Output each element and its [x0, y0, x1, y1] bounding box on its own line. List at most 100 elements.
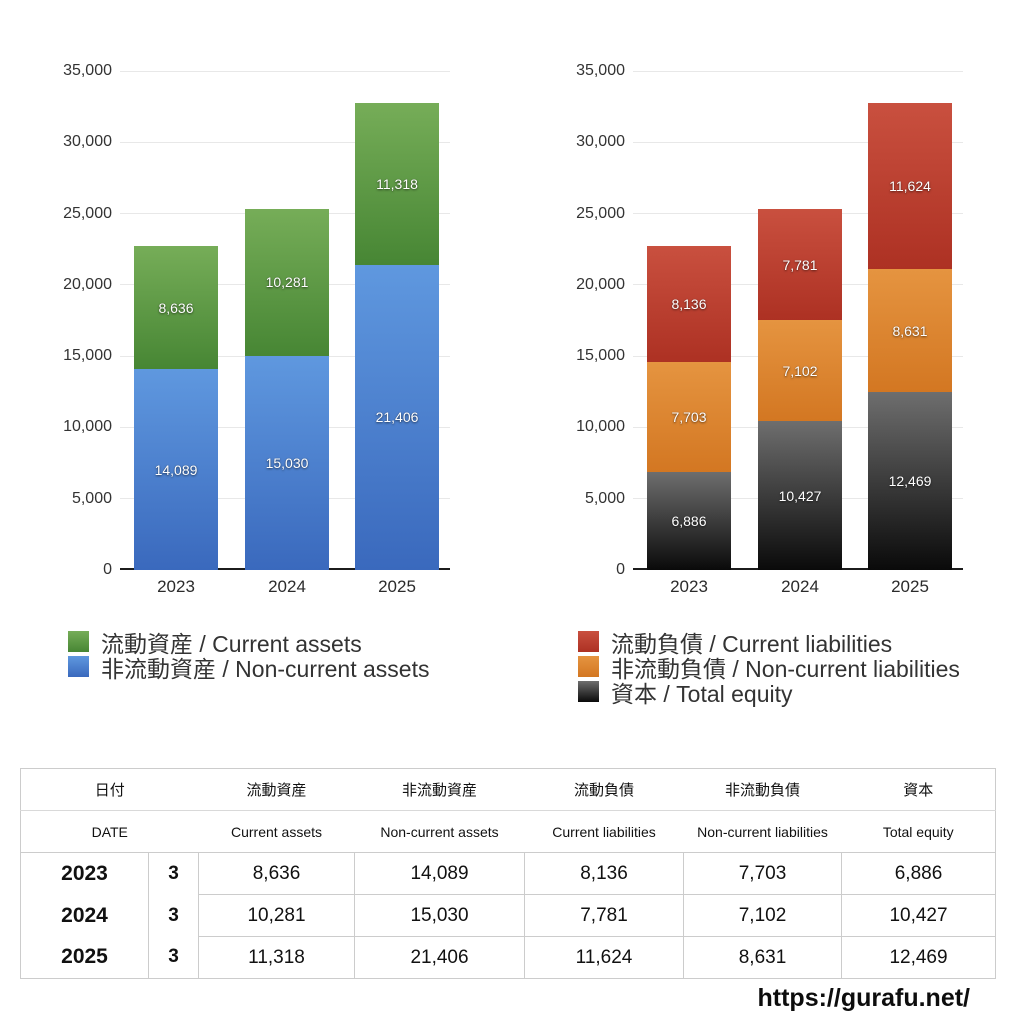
table-cell-value: 21,406 [354, 936, 525, 979]
table-row: 2025 3 11,318 21,406 11,624 8,631 12,469 [21, 936, 996, 979]
plot-area: 14,089 8,636 2023 15,030 10,281 2024 21,406 11,… [120, 70, 450, 596]
bar-segment: 11,624 [868, 103, 952, 270]
y-axis-tick-label: 35,000 [576, 62, 625, 79]
x-axis-label: 2024 [268, 577, 306, 596]
table-header-cell-jp: 流動負債 [524, 768, 684, 811]
table-header-cell-jp: 非流動負債 [683, 768, 842, 811]
table-body: 2023 3 8,636 14,089 8,136 7,703 6,886 2024 3 10,2… [21, 852, 996, 979]
legend-swatch [68, 656, 89, 677]
bar-segment: 6,886 [647, 471, 731, 570]
table-cell-value: 8,136 [524, 852, 684, 895]
y-axis-tick-label: 25,000 [576, 204, 625, 222]
bar-segment: 7,102 [758, 320, 842, 422]
bar-value-label: 11,318 [376, 176, 418, 193]
bar-segment: 8,631 [868, 269, 952, 393]
table-cell-value: 7,703 [683, 852, 842, 895]
table-cell-year: 2023 [61, 861, 108, 885]
table-cell-value: 10,427 [841, 894, 996, 937]
table-header-cell-en: Total equity [841, 810, 996, 853]
y-axis-tick-label: 5,000 [584, 489, 625, 507]
bar-segment: 14,089 [134, 369, 218, 570]
x-axis-label: 2023 [157, 577, 195, 596]
y-axis-tick-label: 15,000 [576, 347, 625, 365]
legend-label: 非流動負債 / Non-current liabilities [611, 655, 960, 682]
bar-segment: 10,281 [245, 209, 329, 356]
table-cell-month: 3 [147, 936, 200, 979]
table-header-cell-en: Current assets [198, 810, 355, 853]
legend-item: 非流動負債 / Non-current liabilities [578, 654, 960, 682]
legend-assets: 流動資産 / Current assets 非流動資産 / Non-current… [68, 629, 429, 682]
bar-segment: 21,406 [355, 264, 439, 570]
table-cell-value: 14,089 [354, 852, 525, 895]
legend-label: 流動資産 / Current assets [101, 630, 362, 657]
bar-value-label: 7,703 [671, 408, 707, 425]
y-axis-tick-label: 30,000 [63, 133, 112, 151]
y-axis: 35,000 30,000 25,000 20,000 15,000 10,000 5,00… [530, 62, 625, 578]
y-axis-tick-label: 15,000 [63, 347, 112, 365]
legend-swatch [578, 631, 599, 652]
table-header-cell-jp: 日付 [20, 768, 199, 811]
y-axis-tick-label: 5,000 [71, 489, 112, 507]
table-header-cell-jp: 資本 [841, 768, 996, 811]
bar-segment: 11,318 [355, 103, 439, 265]
plot-area: 6,886 7,703 8,136 2023 10,427 7,102 7,781 2024 1… [633, 70, 963, 596]
x-axis-label: 2025 [378, 577, 416, 596]
table-header-cell-en: Non-current assets [354, 810, 525, 853]
bar-segment: 12,469 [868, 392, 952, 570]
y-axis-tick-label: 20,000 [576, 275, 625, 293]
bar-value-label: 15,030 [265, 454, 309, 471]
table-cell-value: 7,102 [683, 894, 842, 937]
table-head: 日付 流動資産 非流動資産 流動負債 非流動負債 資本 DATE Current assets… [20, 768, 996, 853]
table-row: 2024 3 10,281 15,030 7,781 7,102 10,427 [21, 894, 996, 937]
table-cell-value: 11,624 [524, 936, 684, 979]
y-axis-tick-label: 10,000 [63, 418, 112, 436]
gridline [120, 70, 450, 72]
bar-value-label: 21,406 [375, 409, 419, 426]
bar-value-label: 7,781 [782, 256, 818, 273]
legend-swatch [578, 681, 599, 702]
table-cell-year: 2025 [61, 945, 108, 969]
table-cell-month: 3 [147, 852, 200, 895]
bar-value-label: 6,886 [671, 512, 707, 529]
y-axis-tick-label: 30,000 [576, 133, 625, 151]
y-axis-tick-label: 25,000 [63, 204, 112, 222]
site-url: https://gurafu.net/ [757, 984, 970, 1012]
x-axis-label: 2023 [670, 577, 708, 596]
gridline [633, 70, 963, 72]
table-header-cell-en: Non-current liabilities [683, 810, 842, 853]
legend-label: 資本 / Total equity [611, 680, 793, 707]
table-row: 2023 3 8,636 14,089 8,136 7,703 6,886 [21, 852, 996, 895]
table-header-row-en: DATE Current assets Non-current assets Curr… [20, 810, 996, 853]
table-header-cell-en: Current liabilities [524, 810, 684, 853]
legend-label: 非流動資産 / Non-current assets [101, 655, 430, 682]
table-cell-value: 8,631 [683, 936, 842, 979]
bar-value-label: 7,102 [782, 362, 818, 379]
bar-segment: 7,781 [758, 209, 842, 321]
legend-item: 流動資産 / Current assets [68, 629, 429, 657]
y-axis-tick-label: 0 [103, 561, 112, 578]
y-axis-tick-label: 20,000 [63, 275, 112, 293]
table-cell-value: 6,886 [841, 852, 996, 895]
legend-item: 流動負債 / Current liabilities [578, 629, 960, 657]
x-axis-label: 2025 [891, 577, 929, 596]
x-axis-label: 2024 [781, 577, 819, 596]
gridline [120, 141, 450, 143]
legend-liabilities-equity: 流動負債 / Current liabilities 非流動負債 / Non-cu… [578, 629, 960, 707]
table-header-cell-jp: 流動資産 [198, 768, 355, 811]
table-cell-value: 15,030 [354, 894, 525, 937]
table-cell-value: 12,469 [841, 936, 996, 979]
table-header-cell-jp: 非流動資産 [354, 768, 525, 811]
legend-label: 流動負債 / Current liabilities [611, 630, 893, 657]
y-axis-tick-label: 35,000 [63, 62, 112, 79]
y-axis-tick-label: 0 [616, 561, 625, 578]
bar-value-label: 11,624 [889, 178, 931, 195]
legend-swatch [578, 656, 599, 677]
legend-swatch [68, 631, 89, 652]
bar-segment: 8,136 [647, 246, 731, 363]
table-cell-value: 10,281 [198, 894, 355, 937]
bar-value-label: 10,281 [265, 274, 309, 291]
bar-segment: 15,030 [245, 355, 329, 570]
gridline [633, 141, 963, 143]
table-header-row-jp: 日付 流動資産 非流動資産 流動負債 非流動負債 資本 [20, 768, 996, 811]
